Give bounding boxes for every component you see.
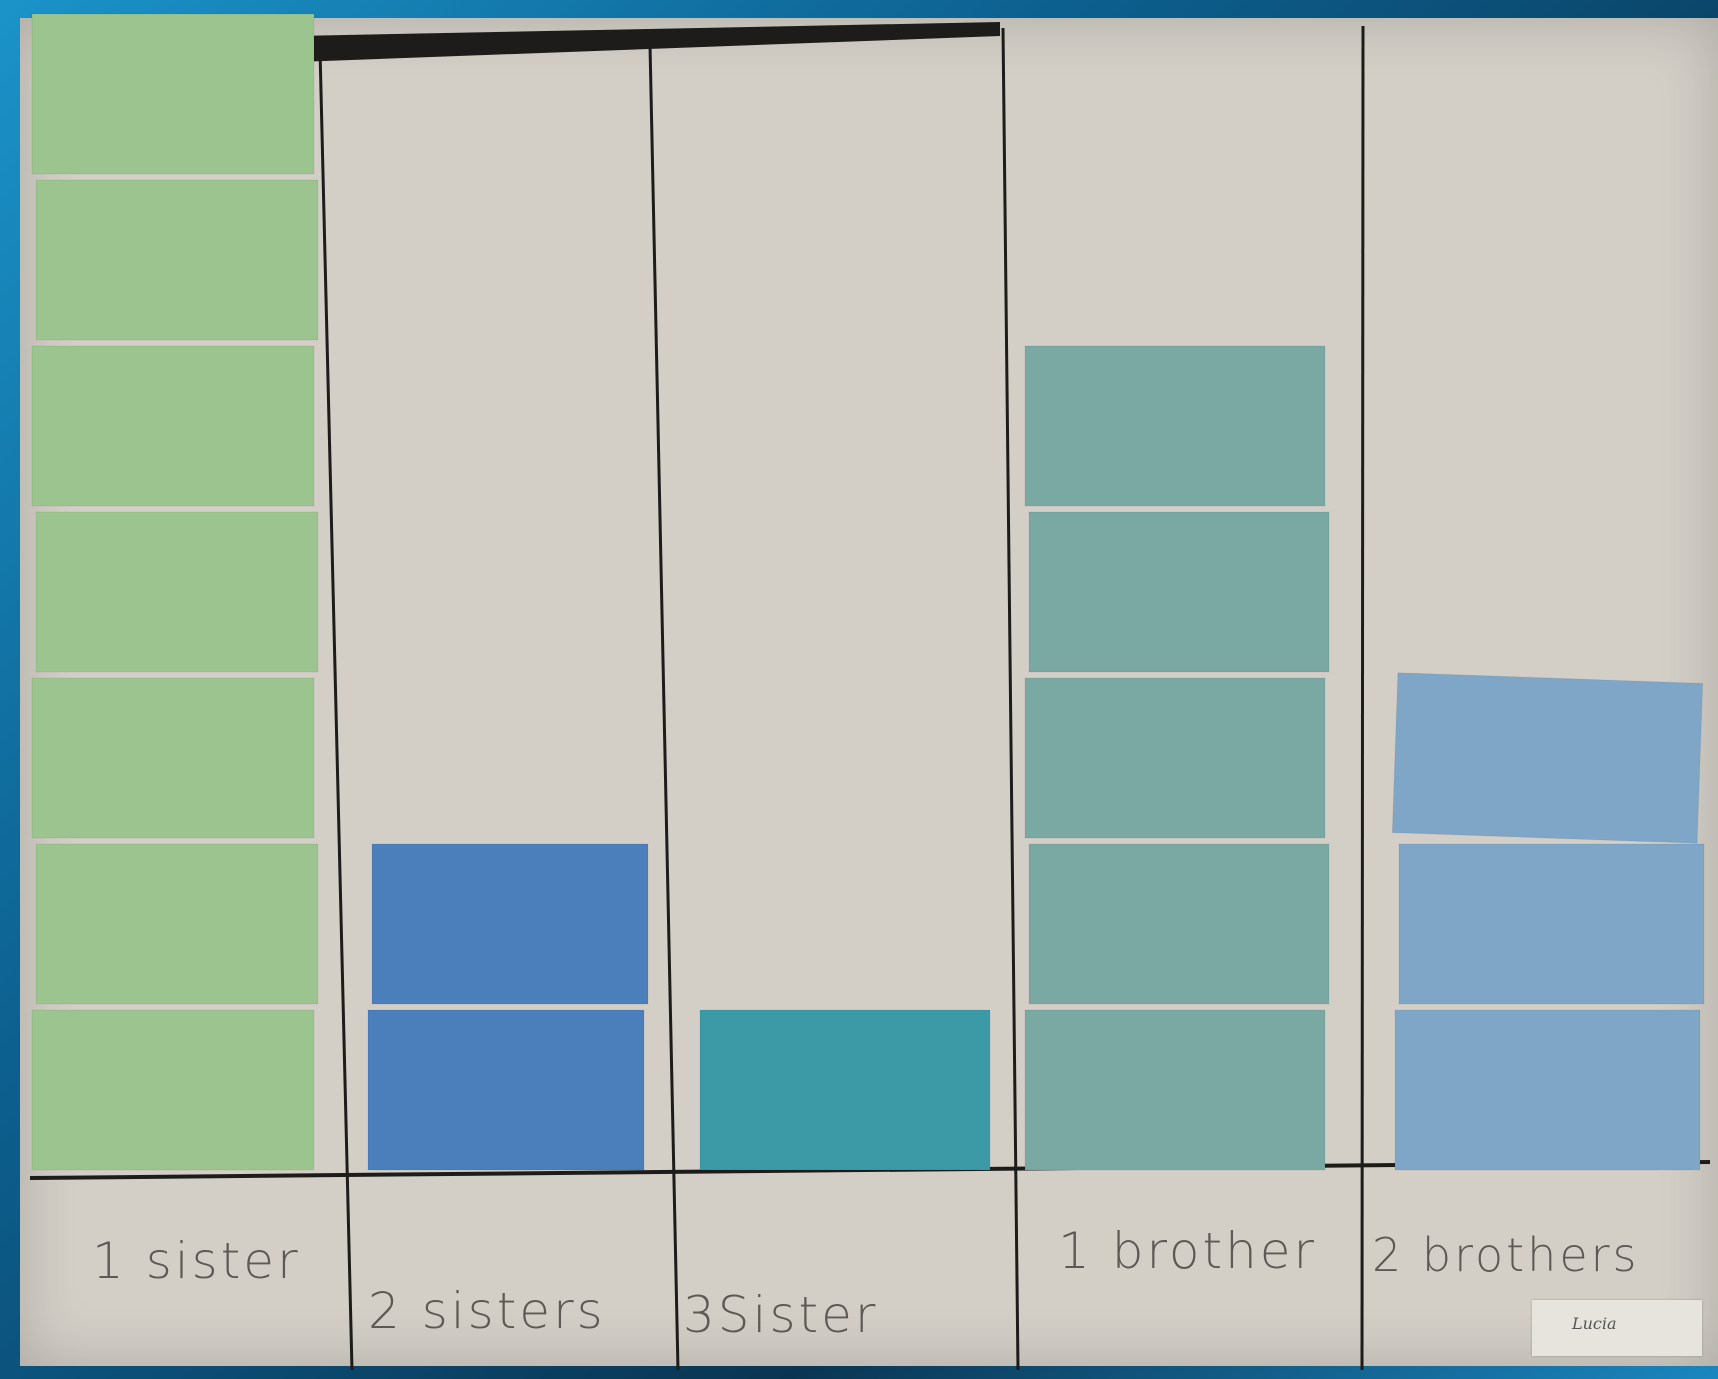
bar-4-unit-4 <box>1028 511 1330 673</box>
bar-1-unit-4 <box>35 511 319 673</box>
name-tag: Lucia <box>1532 1300 1702 1356</box>
top-border-strip <box>295 22 1000 62</box>
category-label-2-sisters: 2 sisters <box>368 1282 606 1340</box>
name-tag-text: Lucia <box>1572 1314 1617 1333</box>
bar-5-unit-2 <box>1398 843 1705 1005</box>
column-divider-1 <box>318 49 354 1371</box>
bar-1-unit-1 <box>31 1009 315 1171</box>
category-label-1-sister: 1 sister <box>92 1232 301 1290</box>
category-label-1-brother: 1 brother <box>1058 1222 1318 1280</box>
bar-1-unit-2 <box>35 843 319 1005</box>
bar-5-unit-1 <box>1394 1009 1701 1171</box>
column-divider-4 <box>1360 25 1365 1371</box>
bar-4-unit-2 <box>1028 843 1330 1005</box>
bar-4-unit-5 <box>1024 345 1326 507</box>
column-divider-2 <box>648 44 680 1371</box>
bar-4-unit-3 <box>1024 677 1326 839</box>
column-divider-3 <box>1001 27 1020 1371</box>
bar-1-unit-6 <box>35 179 319 341</box>
bar-1-unit-7 <box>31 13 315 175</box>
bar-3-unit-1 <box>699 1009 991 1171</box>
bar-1-unit-3 <box>31 677 315 839</box>
bar-2-unit-2 <box>371 843 649 1005</box>
bar-2-unit-1 <box>367 1009 645 1171</box>
bar-1-unit-5 <box>31 345 315 507</box>
bar-5-unit-3 <box>1391 672 1704 844</box>
category-label-2-brothers: 2 brothers <box>1372 1228 1640 1282</box>
category-label-3-sister: 3Sister <box>683 1286 879 1344</box>
bar-4-unit-1 <box>1024 1009 1326 1171</box>
